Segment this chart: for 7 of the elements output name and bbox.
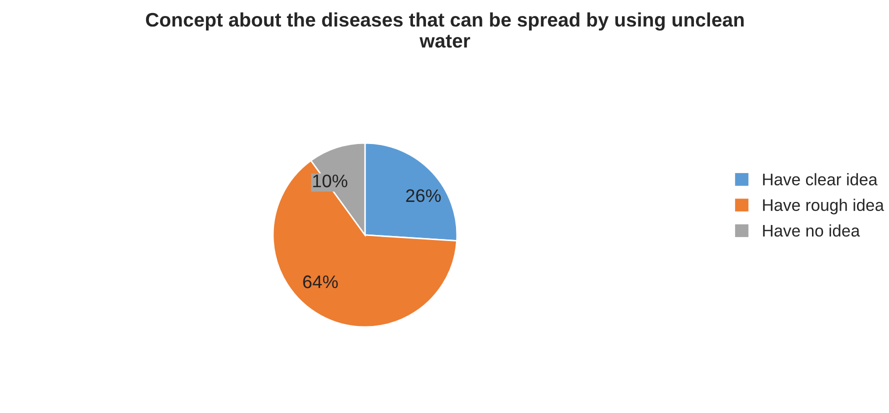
data-label: 64% <box>303 275 338 288</box>
data-label: 10% <box>313 174 348 188</box>
legend-label: Have clear idea <box>763 173 878 186</box>
legend-label: Have no idea <box>763 224 860 237</box>
data-label: 26% <box>406 189 441 202</box>
chart-title: Concept about the diseases that can be spread by using unclean water <box>146 12 744 48</box>
legend-label: Have rough idea <box>763 198 884 214</box>
